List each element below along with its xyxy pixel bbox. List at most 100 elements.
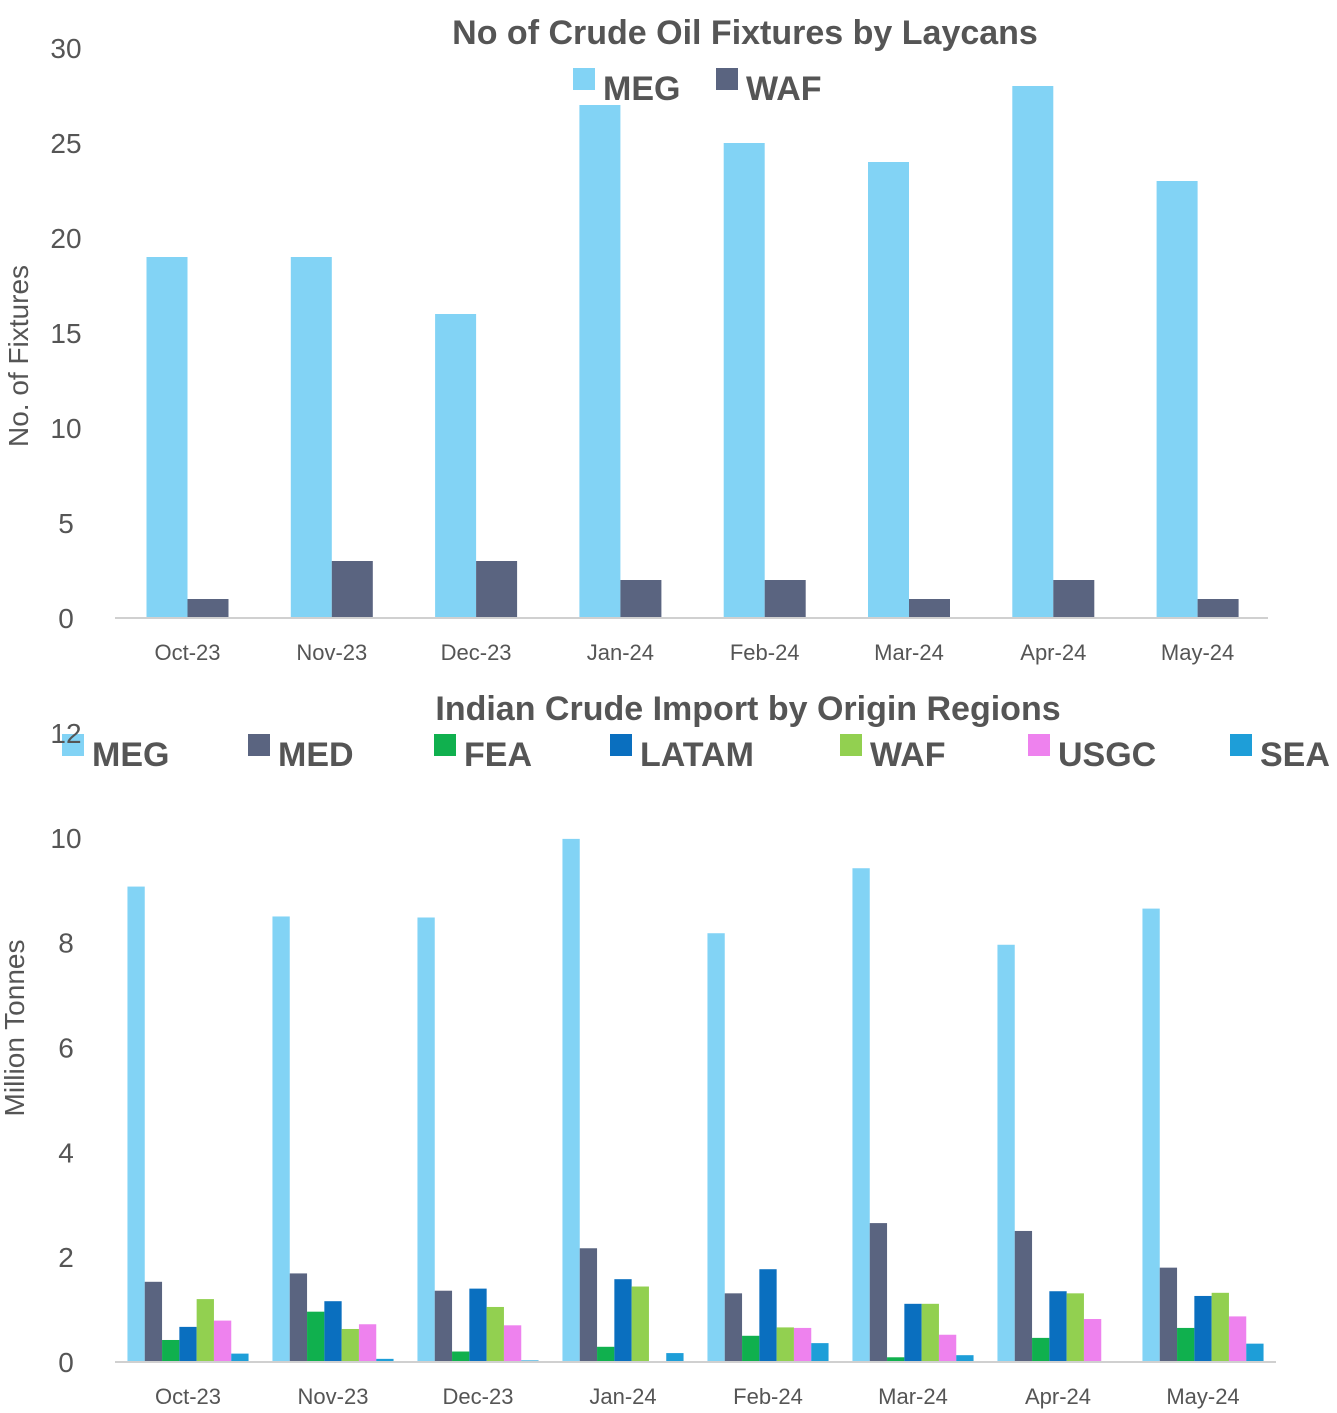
- bar-meg-nov-23: [272, 916, 290, 1362]
- x-tick-label: Mar-24: [874, 640, 944, 665]
- bar-fea-may-24: [1177, 1327, 1195, 1362]
- bar-meg-dec-23: [435, 314, 477, 618]
- bar-med-feb-24: [724, 1293, 743, 1362]
- bar-waf-nov-23: [331, 561, 373, 618]
- bar-waf-dec-23: [486, 1306, 504, 1362]
- bar-usgc-oct-23: [213, 1320, 232, 1362]
- bar-meg-mar-24: [852, 868, 870, 1362]
- bar-waf-jan-24: [631, 1286, 649, 1362]
- legend-label-usgc: USGC: [1058, 736, 1156, 774]
- bar-fea-nov-23: [307, 1311, 325, 1362]
- bar-latam-mar-24: [904, 1303, 922, 1362]
- bar-latam-dec-23: [469, 1288, 487, 1362]
- y-tick-label: 12: [50, 718, 81, 749]
- bars: [146, 86, 1239, 618]
- bar-waf-apr-24: [1053, 580, 1095, 618]
- legend-swatch-meg: [62, 734, 84, 756]
- y-tick-label: 10: [50, 413, 81, 444]
- bar-waf-oct-23: [196, 1299, 214, 1362]
- bar-waf-mar-24: [921, 1303, 939, 1362]
- bar-meg-may-24: [1142, 908, 1160, 1362]
- legend-swatch-usgc: [1028, 734, 1050, 756]
- legend-swatch-sea: [1230, 734, 1252, 756]
- bar-med-jan-24: [579, 1248, 598, 1362]
- bar-meg-oct-23: [146, 257, 188, 618]
- legend-label-fea: FEA: [464, 736, 532, 774]
- x-tick-label: Nov-23: [296, 640, 367, 665]
- bar-meg-dec-23: [417, 917, 435, 1362]
- bar-usgc-dec-23: [503, 1325, 522, 1362]
- y-tick-label: 8: [58, 928, 74, 959]
- y-tick-label: 30: [50, 33, 81, 64]
- legend-swatch-waf: [840, 734, 862, 756]
- bar-meg-oct-23: [127, 886, 145, 1362]
- bar-med-nov-23: [289, 1273, 308, 1362]
- x-axis-ticks: Oct-23 Nov-23 Dec-23 Jan-24 Feb-24 Mar-24 Apr-…: [154, 640, 1234, 665]
- bar-latam-jan-24: [614, 1279, 632, 1362]
- bar-meg-feb-24: [723, 143, 765, 618]
- y-tick-label: 20: [50, 223, 81, 254]
- bar-waf-feb-24: [764, 580, 806, 618]
- legend-label-meg: MEG: [603, 70, 680, 108]
- y-axis-label: No. of Fixtures: [3, 265, 34, 447]
- legend-swatch-med: [248, 734, 270, 756]
- legend: MEG MED FEA LATAM WAF USGC SEA: [62, 734, 1330, 774]
- bar-usgc-may-24: [1228, 1316, 1247, 1362]
- x-tick-label: Apr-24: [1020, 640, 1086, 665]
- bar-sea-feb-24: [811, 1343, 829, 1362]
- bar-fea-mar-24: [887, 1357, 905, 1362]
- x-tick-label: Feb-24: [733, 1384, 803, 1409]
- y-tick-label: 2: [58, 1242, 74, 1273]
- bar-meg-jan-24: [579, 105, 621, 618]
- x-tick-label: May-24: [1166, 1384, 1239, 1409]
- x-tick-label: Feb-24: [730, 640, 800, 665]
- bar-meg-apr-24: [1012, 86, 1054, 618]
- y-tick-label: 4: [58, 1137, 74, 1168]
- bar-fea-jan-24: [597, 1346, 615, 1362]
- x-tick-label: Nov-23: [298, 1384, 369, 1409]
- x-tick-label: Mar-24: [878, 1384, 948, 1409]
- y-axis-ticks: 0 2 4 6 8 10 12: [50, 718, 81, 1378]
- legend-label-waf: WAF: [746, 70, 822, 108]
- y-tick-label: 10: [50, 823, 81, 854]
- bar-latam-may-24: [1194, 1295, 1212, 1362]
- bar-med-apr-24: [1014, 1230, 1033, 1362]
- imports-chart: Indian Crude Import by Origin Regions Mi…: [0, 690, 1330, 1409]
- bar-sea-nov-23: [376, 1358, 394, 1362]
- bar-latam-feb-24: [759, 1269, 777, 1362]
- bar-fea-dec-23: [452, 1351, 470, 1362]
- legend-swatch-meg: [573, 68, 595, 90]
- y-tick-label: 25: [50, 128, 81, 159]
- bar-waf-mar-24: [909, 599, 950, 618]
- y-tick-label: 0: [58, 603, 74, 634]
- legend-swatch-waf: [716, 68, 738, 90]
- bar-waf-may-24: [1197, 599, 1239, 618]
- x-tick-label: May-24: [1161, 640, 1234, 665]
- bar-usgc-mar-24: [938, 1334, 957, 1362]
- x-tick-label: Oct-23: [154, 640, 220, 665]
- x-tick-label: Dec-23: [443, 1384, 514, 1409]
- chart-title: Indian Crude Import by Origin Regions: [435, 690, 1060, 728]
- bar-waf-oct-23: [187, 599, 229, 618]
- bar-meg-nov-23: [290, 257, 332, 618]
- y-tick-label: 6: [58, 1033, 74, 1064]
- legend-swatch-fea: [434, 734, 456, 756]
- bars: [127, 838, 1264, 1362]
- y-axis-label: Million Tonnes: [0, 940, 30, 1117]
- legend-label-sea: SEA: [1260, 736, 1330, 774]
- bar-usgc-nov-23: [358, 1324, 377, 1362]
- fixtures-chart: No of Crude Oil Fixtures by Laycans No. …: [3, 14, 1268, 665]
- bar-usgc-feb-24: [793, 1327, 812, 1362]
- x-tick-label: Jan-24: [587, 640, 654, 665]
- bar-latam-apr-24: [1049, 1291, 1067, 1362]
- bar-med-mar-24: [869, 1223, 888, 1362]
- bar-fea-apr-24: [1032, 1337, 1050, 1362]
- legend-label-latam: LATAM: [640, 736, 754, 774]
- bar-meg-apr-24: [997, 944, 1015, 1362]
- bar-waf-apr-24: [1066, 1293, 1084, 1362]
- x-tick-label: Dec-23: [441, 640, 512, 665]
- bar-fea-feb-24: [742, 1335, 760, 1362]
- x-tick-label: Apr-24: [1025, 1384, 1091, 1409]
- x-tick-label: Jan-24: [589, 1384, 656, 1409]
